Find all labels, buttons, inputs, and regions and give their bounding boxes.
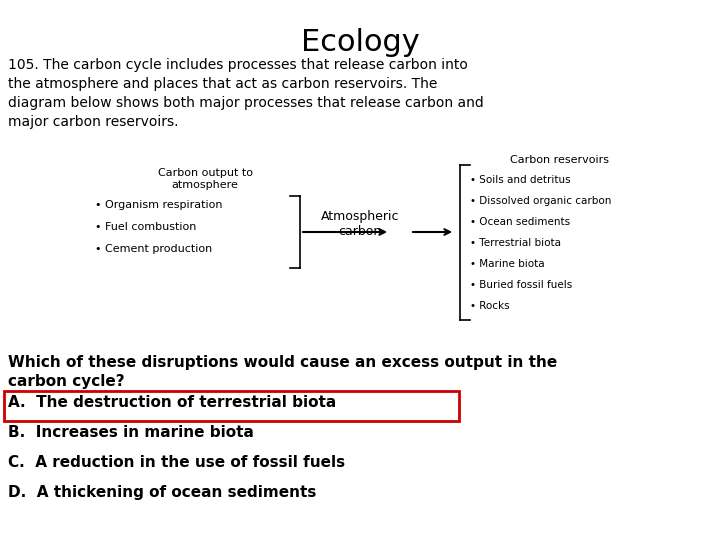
Text: • Marine biota: • Marine biota: [470, 259, 544, 269]
Bar: [4, 391, 459, 421]
Text: • Dissolved organic carbon: • Dissolved organic carbon: [470, 196, 611, 206]
Text: Carbon reservoirs: Carbon reservoirs: [510, 155, 610, 165]
Text: • Rocks: • Rocks: [470, 301, 510, 311]
Text: • Fuel combustion: • Fuel combustion: [95, 222, 197, 232]
Text: • Buried fossil fuels: • Buried fossil fuels: [470, 280, 572, 290]
Text: Which of these disruptions would cause an excess output in the
carbon cycle?: Which of these disruptions would cause a…: [8, 355, 557, 389]
Text: • Organism respiration: • Organism respiration: [95, 200, 222, 210]
Text: • Ocean sediments: • Ocean sediments: [470, 217, 570, 227]
Text: B.  Increases in marine biota: B. Increases in marine biota: [8, 425, 254, 440]
Text: C.  A reduction in the use of fossil fuels: C. A reduction in the use of fossil fuel…: [8, 455, 345, 470]
Text: • Soils and detritus: • Soils and detritus: [470, 175, 571, 185]
Text: 105. The carbon cycle includes processes that release carbon into
the atmosphere: 105. The carbon cycle includes processes…: [8, 58, 484, 129]
Text: • Cement production: • Cement production: [95, 244, 212, 254]
Text: D.  A thickening of ocean sediments: D. A thickening of ocean sediments: [8, 485, 316, 500]
Text: • Terrestrial biota: • Terrestrial biota: [470, 238, 561, 248]
Text: Ecology: Ecology: [301, 28, 419, 57]
Text: Carbon output to
atmosphere: Carbon output to atmosphere: [158, 168, 253, 190]
Text: A.  The destruction of terrestrial biota: A. The destruction of terrestrial biota: [8, 395, 336, 410]
Text: Atmospheric
carbon: Atmospheric carbon: [320, 210, 400, 238]
